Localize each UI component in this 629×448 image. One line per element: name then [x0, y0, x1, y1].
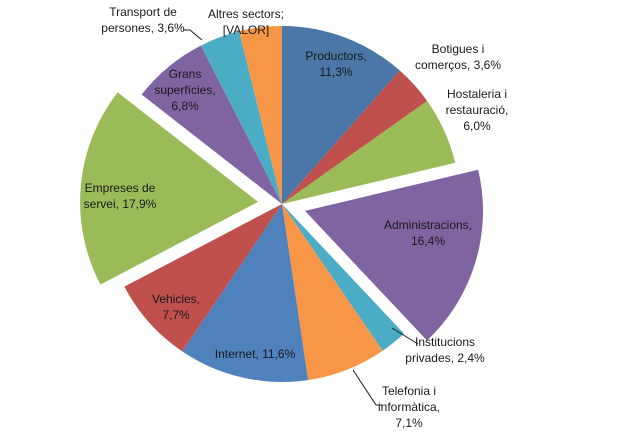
slice-label-botigues-i-comercos: Botigues i comerços, 3,6%: [415, 42, 501, 72]
leader-line-telefonia-i-informatica: [352, 369, 382, 406]
pie-slice-administracions: [304, 169, 483, 341]
leader-line-institucions-privades: [391, 327, 419, 345]
slice-label-empreses-de-servei: Empreses de servei, 17,9%: [84, 181, 157, 211]
slice-label-telefonia-i-informatica: Telefonia i informàtica, 7,1%: [378, 384, 440, 430]
pie-slices: [80, 26, 483, 382]
slice-label-grans-superficies: Grans superfícies, 6,8%: [154, 67, 215, 113]
pie-slice-productors: [282, 26, 400, 204]
leader-line-transport-de-persones: [183, 29, 203, 41]
slice-label-productors: Productors, 11,3%: [305, 49, 366, 79]
slice-label-administracions: Administracions, 16,4%: [384, 218, 472, 248]
pie-slice-vehicles: [124, 204, 283, 352]
slice-label-altres-sectors: Altres sectors; [VALOR]: [208, 7, 284, 37]
slice-label-internet: Internet, 11,6%: [215, 347, 296, 361]
pie-slice-transport-de-persones: [200, 31, 282, 204]
pie-slice-altres-sectors: [239, 26, 282, 204]
pie-slice-botigues-i-comercos: [282, 70, 428, 205]
pie-slice-grans-superficies: [141, 45, 282, 205]
slice-labels: Productors, 11,3% Botigues i comerços, 3,6%…: [84, 5, 509, 430]
pie-slice-institucions-privades: [282, 204, 404, 351]
pie-slice-internet: [182, 204, 309, 382]
slice-label-vehicles: Vehicles, 7,7%: [152, 292, 200, 322]
slice-label-institucions-privades: Institucions privades, 2,4%: [405, 335, 485, 365]
slice-label-transport-de-persones: Transport de persones, 3,6%: [101, 5, 185, 35]
pie-slice-hostaleria-i-restauracio: [282, 100, 456, 204]
pie-slice-empreses-de-servei: [80, 92, 259, 285]
slice-label-hostaleria-i-restauracio: Hostaleria i restauració, 6,0%: [446, 87, 509, 133]
pie-slice-telefonia-i-informatica: [282, 204, 383, 381]
leader-lines: [183, 29, 419, 406]
